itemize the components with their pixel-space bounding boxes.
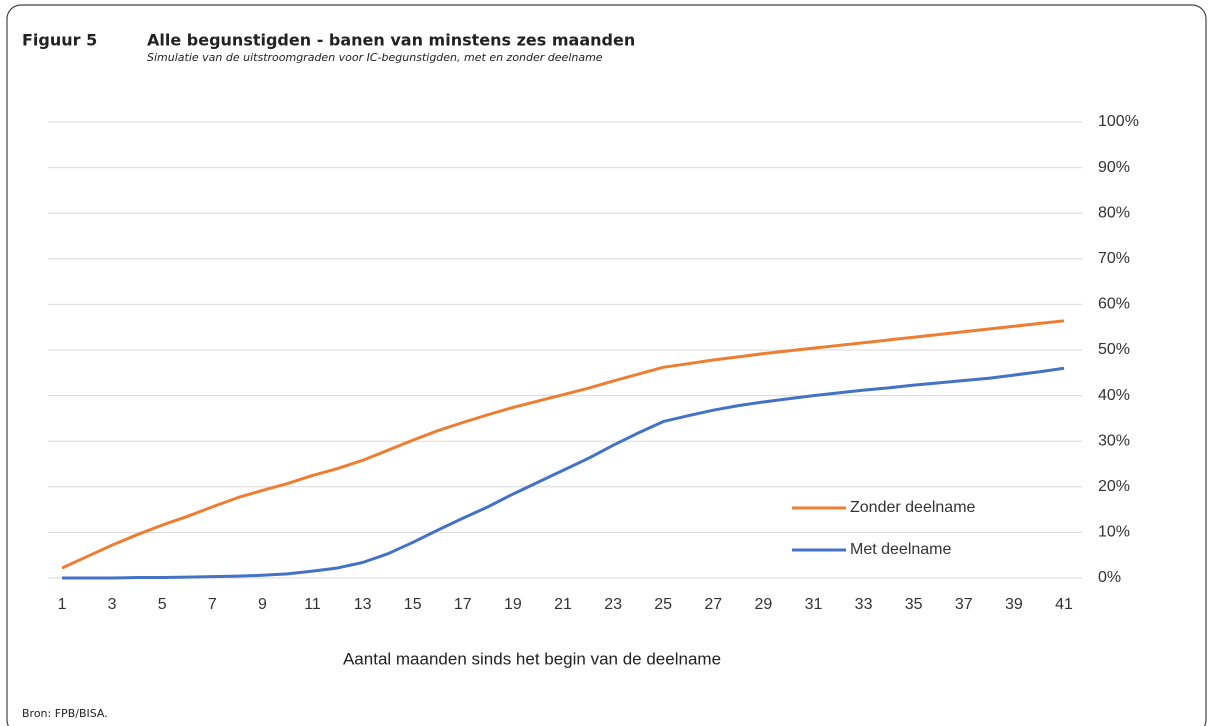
x-tick-label: 1 xyxy=(58,596,67,613)
series-line xyxy=(62,366,1065,580)
x-tick-label: 25 xyxy=(654,596,672,613)
legend-label: Zonder deelname xyxy=(850,499,976,516)
x-tick-label: 5 xyxy=(158,596,167,613)
frame xyxy=(6,4,1207,726)
y-tick-label: 60% xyxy=(1098,296,1130,313)
y-tick-label: 90% xyxy=(1098,159,1130,176)
x-tick-label: 35 xyxy=(905,596,923,613)
chart-subtitle: Simulatie van de uitstroomgraden voor IC… xyxy=(147,51,603,64)
y-tick-label: 100% xyxy=(1098,113,1139,130)
x-tick-label: 9 xyxy=(258,596,267,613)
y-tick-label: 0% xyxy=(1098,569,1121,586)
y-tick-label: 30% xyxy=(1098,432,1130,449)
x-tick-label: 21 xyxy=(554,596,572,613)
y-tick-label: 70% xyxy=(1098,250,1130,267)
y-tick-label: 80% xyxy=(1098,204,1130,221)
x-tick-label: 33 xyxy=(855,596,873,613)
legend-label: Met deelname xyxy=(850,541,951,558)
chart-title: Alle begunstigden - banen van minstens z… xyxy=(147,31,635,50)
x-tick-label: 41 xyxy=(1055,596,1073,613)
x-tick-label: 17 xyxy=(454,596,472,613)
source: Bron: FPB/BISA. xyxy=(22,707,108,720)
y-tick-label: 10% xyxy=(1098,524,1130,541)
y-tick-label: 20% xyxy=(1098,478,1130,495)
x-tick-label: 3 xyxy=(108,596,117,613)
x-tick-label: 39 xyxy=(1005,596,1023,613)
x-tick-label: 7 xyxy=(208,596,217,613)
figure-label: Figuur 5 xyxy=(22,31,97,50)
y-tick-label: 40% xyxy=(1098,387,1130,404)
series-line xyxy=(61,319,1065,570)
x-tick-label: 27 xyxy=(704,596,722,613)
x-axis-title: Aantal maanden sinds het begin van de de… xyxy=(343,649,721,668)
x-tick-label: 29 xyxy=(754,596,772,613)
x-tick-label: 31 xyxy=(805,596,823,613)
x-tick-label: 13 xyxy=(354,596,372,613)
x-tick-label: 37 xyxy=(955,596,973,613)
x-tick-label: 11 xyxy=(304,596,321,613)
x-tick-label: 19 xyxy=(504,596,522,613)
x-tick-label: 23 xyxy=(604,596,622,613)
x-tick-label: 15 xyxy=(404,596,422,613)
y-tick-label: 50% xyxy=(1098,341,1130,358)
